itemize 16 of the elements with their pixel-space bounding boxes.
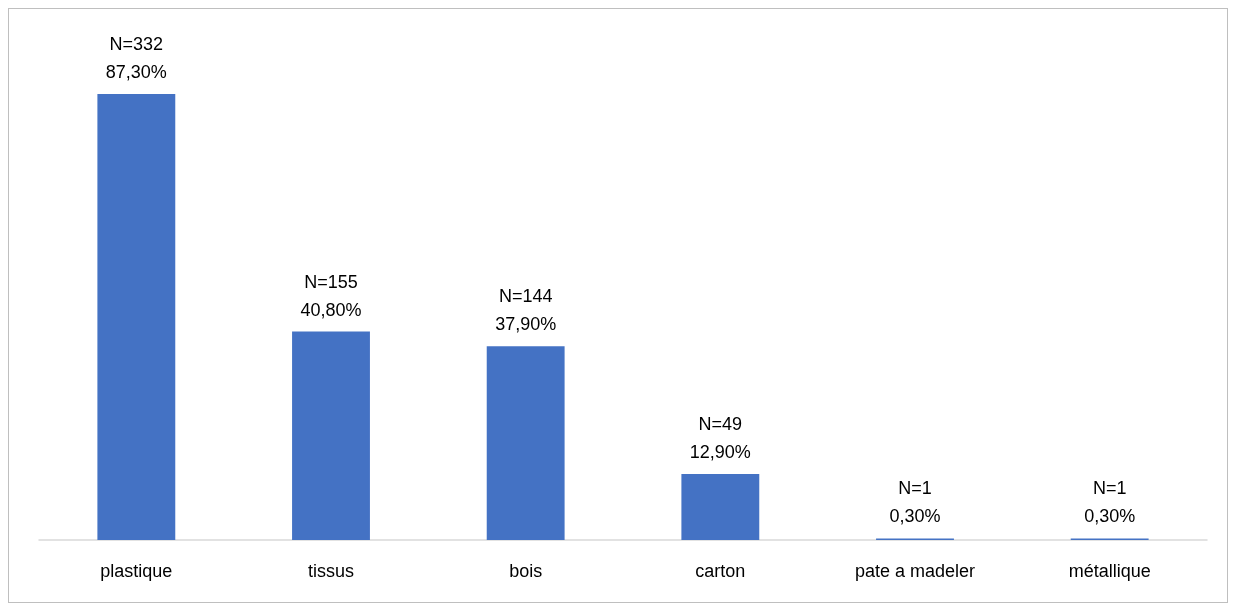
bar <box>292 331 370 540</box>
x-tick-label: métallique <box>1068 561 1151 581</box>
x-tick-label: tissus <box>307 561 355 581</box>
bar <box>486 346 565 540</box>
data-label: N=155 40,80% <box>300 271 362 320</box>
data-label: N=144 37,90% <box>495 286 557 335</box>
bar <box>97 93 176 540</box>
data-label: N=1 0,30% <box>1084 478 1136 527</box>
bar <box>681 474 760 540</box>
data-label: N=332 87,30% <box>105 33 167 82</box>
x-tick-label: plastique <box>100 561 173 581</box>
data-label: N=49 12,90% <box>689 414 751 463</box>
x-tick-label: bois <box>509 561 543 581</box>
data-label: N=1 0,30% <box>889 478 941 527</box>
x-tick-label: pate a madeler <box>854 561 976 581</box>
x-tick-label: carton <box>695 561 746 581</box>
